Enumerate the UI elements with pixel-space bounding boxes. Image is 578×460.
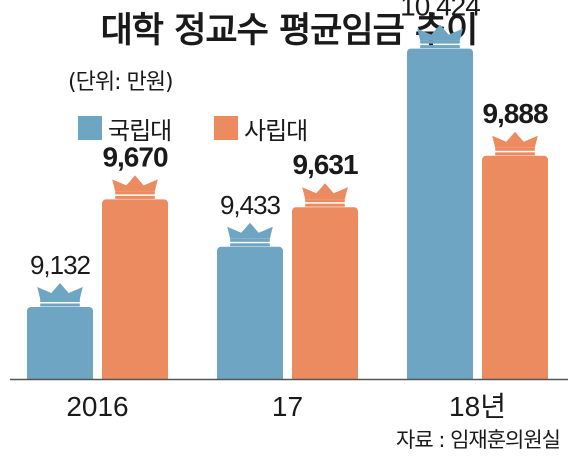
unit-note: (단위: 만원): [68, 70, 174, 95]
legend-label-private: 사립대: [244, 116, 308, 145]
x-tick-label-1: 17: [272, 391, 303, 422]
bar-crown-national-1: [227, 222, 273, 247]
value-label-national-0: 9,132: [30, 250, 91, 280]
value-label-private-2: 9,888: [482, 98, 547, 129]
bar-crown-private-1: [302, 183, 348, 207]
bar-national-1: [217, 246, 283, 379]
legend-item-private: 사립대: [214, 114, 308, 145]
bar-private-2: [482, 155, 548, 379]
bar-private-0: [102, 199, 168, 379]
x-tick-label-0: 2016: [66, 391, 128, 422]
legend-swatch-private: [214, 116, 238, 140]
x-tick-label-2: 18년: [449, 391, 506, 422]
bar-national-2: [407, 48, 473, 379]
value-label-private-1: 9,631: [292, 149, 357, 180]
bar-national-0: [27, 307, 93, 379]
legend-item-national: 국립대: [78, 114, 172, 145]
bar-private-1: [292, 207, 358, 379]
value-label-private-0: 9,670: [102, 141, 167, 172]
chart-title: 대학 정교수 평균임금 추이: [100, 11, 479, 51]
value-label-national-1: 9,433: [220, 190, 281, 220]
bar-crown-private-0: [112, 175, 158, 199]
bar-crown-national-2: [417, 24, 463, 49]
bar-crown-national-0: [37, 283, 83, 307]
bar-crown-private-2: [492, 131, 538, 156]
source-note: 자료 : 임재훈의원실: [396, 428, 561, 452]
legend-label-national: 국립대: [108, 116, 172, 145]
legend-swatch-national: [78, 116, 102, 140]
value-label-national-2: 10,424: [400, 0, 480, 22]
